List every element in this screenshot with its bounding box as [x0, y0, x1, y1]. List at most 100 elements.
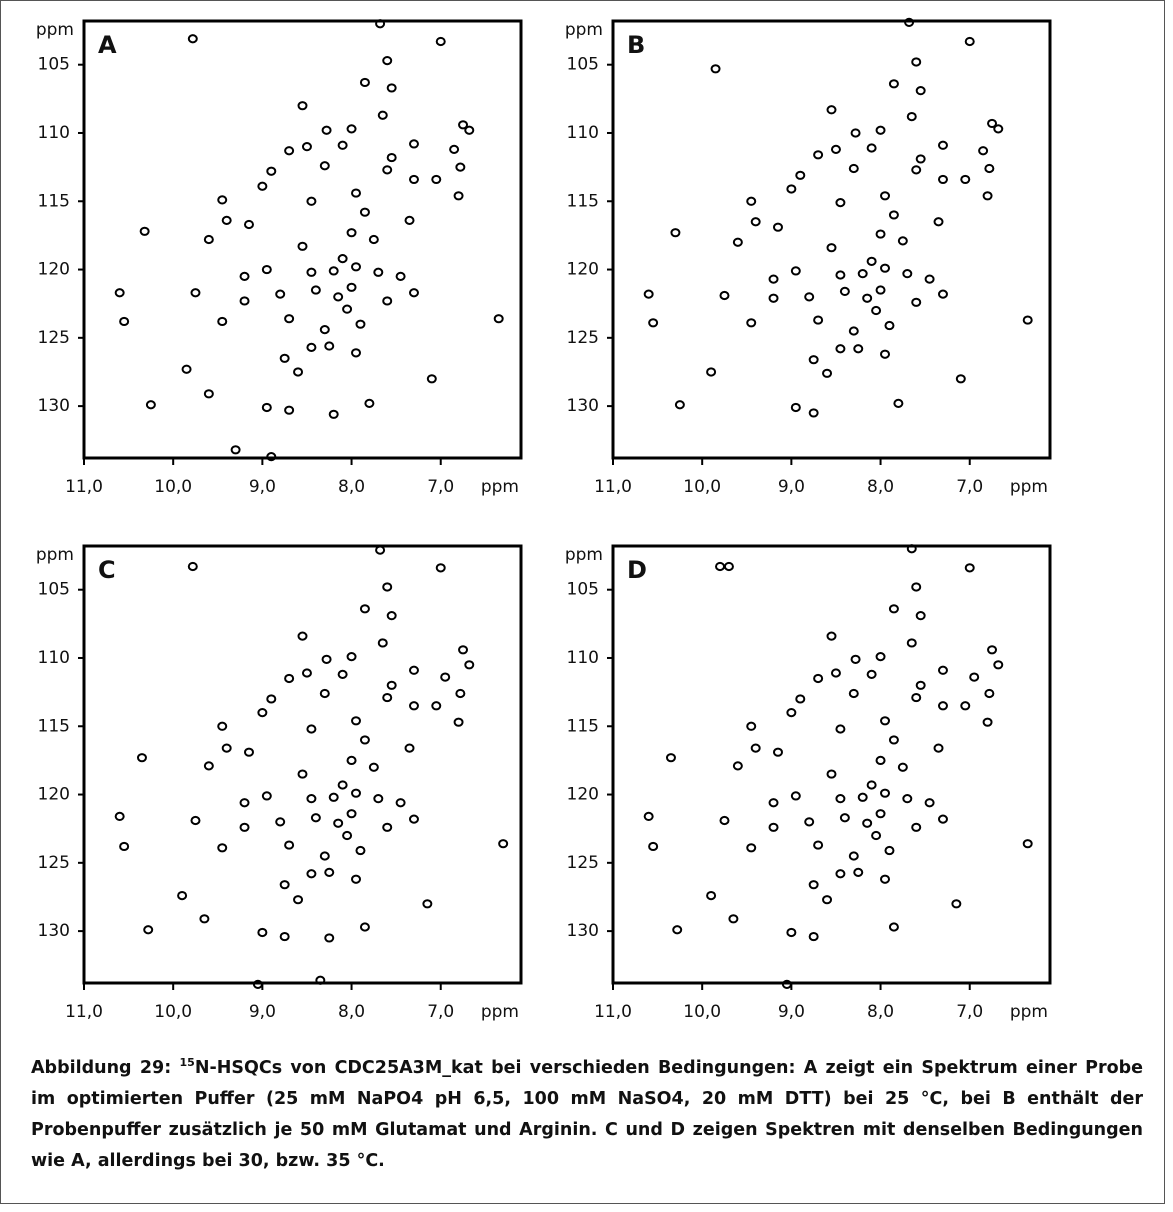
y-tick-label: 120 [38, 260, 70, 280]
peak [368, 762, 379, 772]
peak [351, 188, 362, 198]
peak [284, 314, 295, 324]
peak [351, 874, 362, 884]
peak [993, 124, 1004, 134]
peak [261, 791, 272, 801]
peak [835, 724, 846, 734]
peak [386, 152, 397, 163]
panel-label: D [627, 556, 647, 584]
y-tick-label: 120 [567, 785, 599, 805]
peak [830, 144, 841, 154]
x-tick-label: 10,0 [154, 1002, 192, 1022]
peak [431, 174, 442, 185]
peak [297, 769, 308, 779]
peak [266, 166, 277, 176]
peak [464, 125, 475, 135]
peak [386, 680, 397, 690]
peak [906, 111, 917, 122]
peak [937, 665, 948, 675]
peak [321, 654, 332, 664]
peak [875, 652, 886, 662]
peak [243, 219, 254, 230]
peak [257, 181, 268, 191]
peak [888, 210, 899, 220]
peak [431, 701, 442, 711]
peak [382, 822, 393, 832]
peak [422, 899, 433, 909]
peak [719, 290, 730, 301]
peak [190, 815, 201, 826]
peak [342, 304, 353, 314]
peak [404, 215, 415, 225]
peak [933, 217, 944, 227]
peak [333, 292, 344, 302]
peak [750, 217, 761, 227]
peak [648, 318, 659, 328]
peak [835, 794, 846, 804]
peak [808, 408, 819, 418]
peak [455, 688, 466, 699]
peak [790, 266, 801, 276]
peak [306, 196, 317, 206]
peak [915, 86, 926, 96]
y-tick-label: 120 [567, 260, 599, 280]
peak [768, 798, 779, 808]
peak [804, 817, 815, 827]
peak [328, 266, 339, 276]
peak [440, 672, 451, 682]
peak [435, 36, 446, 47]
peak [795, 170, 806, 180]
y-axis-label: ppm [36, 20, 74, 40]
peak [346, 282, 357, 292]
x-axis-label: ppm [481, 477, 519, 497]
peak [857, 792, 868, 802]
peak [279, 931, 290, 942]
peak [498, 839, 509, 849]
y-tick-label: 105 [38, 55, 70, 75]
peak [643, 289, 654, 299]
peak [239, 798, 250, 808]
peak [808, 355, 819, 365]
peak [848, 163, 859, 174]
y-axis-label: ppm [36, 545, 74, 565]
x-tick-label: 10,0 [683, 1002, 721, 1022]
peak [464, 660, 475, 670]
peak [723, 561, 734, 572]
peak [319, 851, 330, 861]
peak [915, 680, 926, 690]
peak [310, 813, 321, 823]
peak [342, 830, 353, 841]
y-tick-label: 115 [38, 191, 70, 211]
peak [351, 348, 362, 358]
peak [266, 452, 277, 462]
peak [850, 654, 861, 664]
peak [987, 645, 998, 655]
x-tick-label: 9,0 [778, 1002, 805, 1022]
peak [951, 899, 962, 909]
peak [897, 236, 908, 246]
peak [493, 314, 504, 324]
y-tick-label: 105 [567, 55, 599, 75]
peak [199, 914, 210, 924]
peak [835, 270, 846, 280]
x-tick-label: 10,0 [683, 477, 721, 497]
peak [969, 672, 980, 682]
y-tick-label: 125 [38, 853, 70, 873]
y-tick-label: 130 [567, 396, 599, 416]
peak [728, 914, 739, 924]
peak [279, 353, 290, 363]
peak [906, 544, 917, 554]
peak [768, 274, 779, 284]
peak [114, 288, 125, 298]
peak [382, 692, 393, 703]
x-axis-label: ppm [481, 1002, 519, 1022]
peak [319, 161, 330, 171]
peak [839, 286, 850, 296]
peak [382, 582, 393, 592]
peak [449, 144, 460, 154]
peak [143, 925, 154, 935]
peak [328, 792, 339, 802]
peak [328, 409, 339, 419]
peak [853, 867, 864, 877]
y-tick-label: 115 [567, 716, 599, 736]
